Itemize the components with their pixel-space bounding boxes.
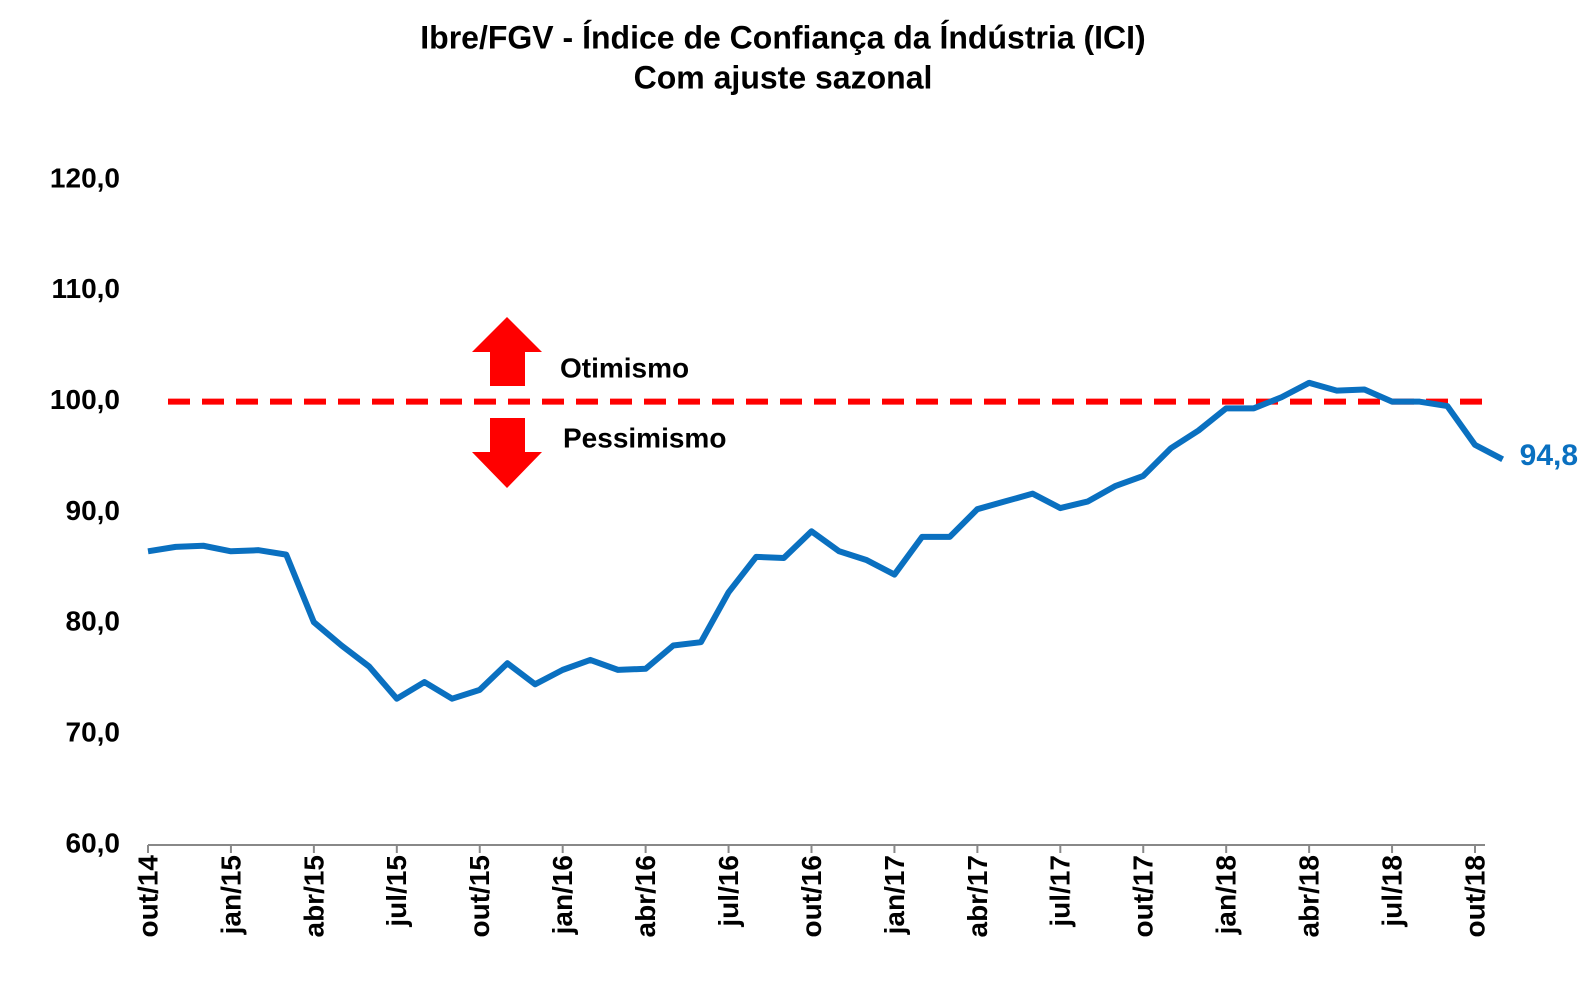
line-series bbox=[147, 379, 1505, 702]
x-tick-label: out/18 bbox=[1459, 855, 1490, 937]
x-tick-label: out/14 bbox=[132, 855, 163, 938]
x-tick-label: abr/16 bbox=[630, 855, 661, 938]
y-tick-label: 90,0 bbox=[66, 495, 121, 526]
x-tick-label: jul/16 bbox=[713, 855, 744, 928]
y-tick-label: 110,0 bbox=[51, 273, 120, 304]
x-tick-label: jan/15 bbox=[215, 855, 246, 935]
x-tick-label: jul/18 bbox=[1376, 855, 1407, 928]
x-tick-label: jan/18 bbox=[1211, 855, 1242, 935]
y-tick-label: 80,0 bbox=[66, 606, 121, 637]
x-tick-label: out/15 bbox=[464, 855, 495, 937]
y-tick-label: 70,0 bbox=[66, 717, 121, 748]
x-tick-label: abr/18 bbox=[1294, 855, 1325, 938]
chart-title: Ibre/FGV - Índice de Confiança da Índúst… bbox=[420, 19, 1145, 55]
x-tick-label: jul/17 bbox=[1045, 855, 1076, 928]
x-tick-label: jul/15 bbox=[381, 855, 412, 928]
annotation: Otimismo bbox=[560, 352, 689, 383]
data-label: 94,8 bbox=[1520, 439, 1578, 472]
up-arrow bbox=[472, 317, 542, 386]
x-tick-label: jan/16 bbox=[547, 855, 578, 935]
x-tick-label: out/16 bbox=[796, 855, 827, 937]
y-tick-label: 100,0 bbox=[50, 384, 120, 415]
chart-subtitle: Com ajuste sazonal bbox=[634, 59, 933, 95]
y-tick-label: 60,0 bbox=[66, 827, 121, 858]
down-arrow bbox=[472, 418, 542, 488]
x-tick-label: abr/17 bbox=[962, 855, 993, 938]
x-tick-label: jan/17 bbox=[879, 855, 910, 935]
annotation: Pessimismo bbox=[563, 422, 726, 453]
y-tick-label: 120,0 bbox=[50, 162, 120, 193]
x-tick-label: abr/15 bbox=[298, 855, 329, 938]
x-tick-label: out/17 bbox=[1128, 855, 1159, 937]
